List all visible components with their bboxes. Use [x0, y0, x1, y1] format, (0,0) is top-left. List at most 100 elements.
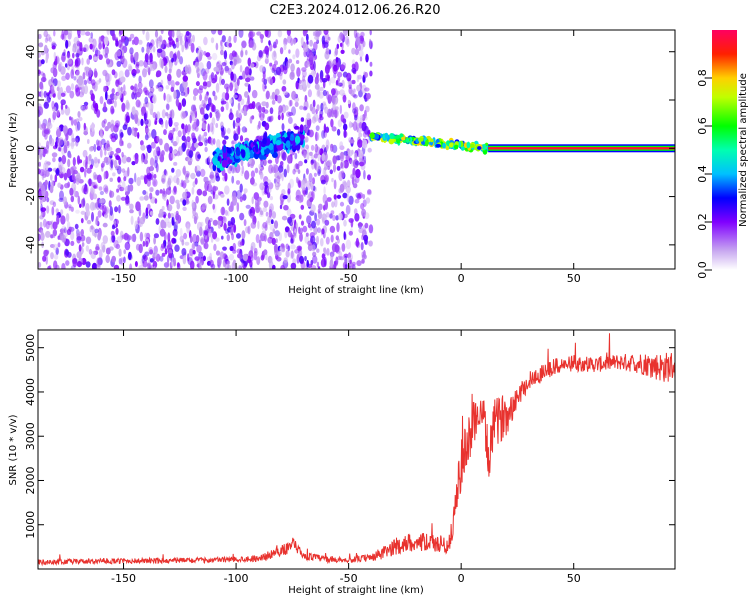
spectrum-cell — [146, 65, 150, 73]
spectrum-cell — [168, 243, 173, 248]
spectrum-cell — [122, 124, 128, 131]
spectrum-cell — [352, 121, 358, 131]
spectrum-cell — [212, 203, 215, 210]
spectrum-cell — [221, 127, 227, 136]
spectrum-cell — [221, 235, 224, 240]
spectrum-cell — [245, 204, 251, 209]
spectrum-cell — [232, 195, 238, 206]
spectrum-cell — [276, 95, 282, 104]
spectrum-cell — [336, 43, 340, 49]
spectrum-cell — [38, 103, 42, 109]
spectrum-cell — [342, 94, 347, 103]
spectrum-cell — [181, 248, 187, 256]
spectrum-cell — [324, 161, 327, 171]
spectrum-cell — [128, 177, 134, 185]
spectrum-cell — [152, 260, 158, 269]
spectrum-cell — [121, 140, 124, 146]
spectrum-cell — [124, 69, 130, 78]
spectrum-cell — [198, 141, 204, 147]
spectrum-cell — [360, 203, 365, 210]
spectrum-cell — [76, 251, 82, 259]
spectrum-cell — [226, 127, 231, 134]
spectrum-cell — [477, 146, 482, 150]
spectrum-cell — [79, 234, 86, 242]
spectrum-cell — [148, 91, 154, 99]
spectrum-cell — [457, 141, 462, 148]
spectrum-cell — [300, 260, 306, 269]
spectrum-cell — [65, 132, 69, 141]
spectrum-cell — [323, 123, 327, 134]
spectrum-cell — [167, 177, 172, 186]
spectrum-cell — [228, 205, 234, 212]
spectrum-cell — [223, 144, 227, 154]
spectrum-cell — [60, 215, 66, 225]
spectrum-cell — [348, 205, 351, 214]
spectrum-cell — [258, 50, 263, 58]
spectrum-cell — [221, 159, 228, 168]
spectrum-cell — [311, 244, 316, 252]
spectrum-cell — [482, 143, 486, 151]
spectrum-cell — [325, 212, 330, 218]
spectrum-cell — [336, 90, 341, 95]
spectrum-cell — [106, 98, 113, 105]
spectrum-cell — [207, 97, 212, 106]
spectrum-cell — [181, 123, 185, 130]
spectrum-cell — [350, 173, 356, 180]
spectrum-cell — [449, 142, 454, 148]
spectrum-cell — [181, 98, 187, 107]
spectrum-cell — [368, 224, 374, 234]
spectrum-cell — [91, 181, 97, 187]
spectrum-cell — [98, 54, 103, 60]
spectrum-cell — [194, 165, 198, 174]
spectrum-cell — [102, 244, 106, 253]
spectrum-cell — [272, 264, 276, 269]
spectrum-cell — [446, 140, 450, 146]
spectrogram-y-tick-label: -20 — [24, 188, 37, 206]
spectrum-cell — [99, 148, 103, 158]
spectrum-cell — [317, 168, 321, 177]
spectrum-cell — [215, 42, 219, 51]
spectrum-cell — [279, 204, 283, 210]
spectrum-cell — [44, 170, 50, 177]
spectrum-cell — [40, 184, 45, 192]
spectrum-cell — [210, 263, 216, 269]
spectrum-cell — [159, 189, 163, 194]
spectrum-cell — [292, 54, 296, 60]
spectrum-cell — [302, 75, 306, 82]
spectrum-cell — [153, 266, 156, 269]
spectrum-cell — [191, 242, 195, 251]
spectrum-cell — [127, 126, 132, 136]
spectrum-cell — [45, 34, 51, 42]
spectrum-cell — [124, 241, 131, 251]
spectrum-cell — [100, 133, 104, 139]
spectrum-cell — [109, 206, 114, 216]
spectrum-cell — [195, 165, 201, 172]
spectrum-cell — [116, 236, 123, 244]
spectrum-cell — [175, 169, 182, 177]
spectrum-cell — [73, 187, 76, 197]
spectrum-cell — [144, 52, 149, 63]
spectrum-cell — [88, 54, 93, 60]
spectrum-cell — [358, 44, 361, 52]
spectrum-cell — [263, 249, 268, 256]
spectrum-cell — [207, 123, 210, 133]
spectrum-cell — [145, 144, 152, 149]
snr-y-ticks: 1000 2000 3000 4000 5000 — [24, 334, 675, 539]
spectrum-cell — [90, 181, 96, 188]
spectrum-cell — [296, 245, 303, 251]
spectrum-cell — [153, 173, 157, 179]
spectrum-cell — [323, 256, 327, 267]
spectrum-cell — [356, 36, 361, 46]
spectrum-cell — [46, 205, 50, 214]
spectrum-cell — [125, 185, 130, 195]
spectrum-cell — [40, 76, 47, 83]
spectrum-cell — [351, 264, 356, 269]
spectrum-cell — [273, 178, 277, 184]
spectrum-cell — [205, 94, 209, 100]
spectrum-cell — [156, 38, 159, 49]
spectrum-cell — [146, 203, 151, 210]
spectrum-cell — [241, 194, 247, 201]
spectrum-cell — [213, 95, 218, 101]
spectrum-cell — [212, 90, 216, 97]
spectrum-cell — [192, 233, 198, 244]
